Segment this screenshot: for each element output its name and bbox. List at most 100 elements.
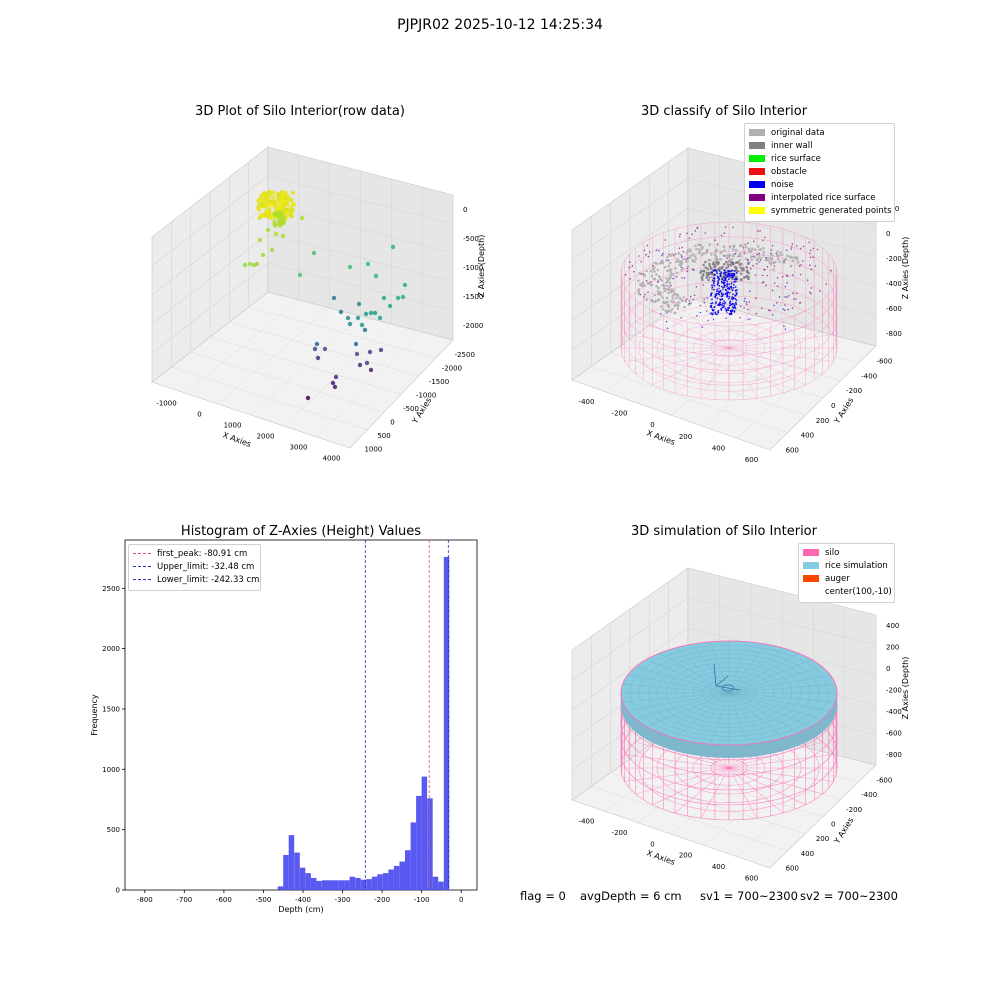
interp-point	[809, 264, 811, 267]
silo-spoke	[624, 767, 730, 782]
scatter-point	[256, 206, 262, 212]
noise-point	[723, 269, 725, 271]
scatter-point	[353, 341, 359, 347]
x-tick-label: 0	[459, 896, 463, 904]
noise-point	[724, 293, 727, 295]
original-point	[719, 258, 723, 261]
original-point	[665, 310, 668, 314]
x-tick-label: 3000	[290, 444, 308, 452]
interp-point	[809, 252, 811, 254]
interp-point	[761, 281, 764, 284]
noise-point	[731, 276, 734, 278]
y-tick-label: 2500	[102, 585, 120, 593]
original-point	[672, 289, 675, 293]
original-point	[669, 273, 673, 277]
original-point	[656, 268, 660, 272]
original-point	[675, 292, 678, 296]
noise-point	[728, 278, 730, 281]
y-tick-label: 600	[786, 447, 799, 455]
noise-point	[727, 273, 730, 276]
original-point	[713, 253, 717, 257]
inner-wall-point	[701, 278, 704, 282]
z-axis-label: Z Axies (Depth)	[477, 235, 486, 298]
inner-wall-point	[747, 275, 750, 279]
interp-point	[812, 247, 815, 250]
interp-point	[764, 236, 766, 239]
noise-point	[717, 309, 720, 312]
noise-point	[716, 283, 719, 286]
noise-point	[713, 280, 716, 282]
rice-mesh-spoke	[674, 647, 730, 694]
silo-spoke	[674, 767, 730, 814]
silo-spoke	[635, 321, 730, 349]
original-point	[672, 292, 676, 296]
x-tick-label: -400	[579, 398, 595, 406]
noise-point	[716, 272, 719, 275]
interp-point	[704, 232, 707, 234]
grid-line	[687, 237, 877, 287]
interp-point	[674, 253, 677, 255]
interp-point	[712, 318, 715, 321]
inner-wall-point	[706, 267, 709, 271]
noise-point	[688, 303, 691, 305]
noise-point	[726, 287, 729, 290]
legend-swatch	[749, 168, 765, 175]
noise-point	[732, 307, 735, 309]
histogram-bar	[277, 886, 284, 890]
interp-point	[731, 281, 733, 283]
interp-point	[746, 303, 748, 306]
grid-line	[736, 756, 845, 857]
noise-point	[730, 311, 733, 314]
interp-point	[738, 270, 740, 273]
original-point	[656, 299, 660, 302]
interp-point	[810, 292, 812, 295]
x-tick-label: -200	[374, 896, 390, 904]
noise-point	[721, 302, 724, 304]
silo-floor-ring	[638, 304, 820, 392]
original-point	[685, 251, 689, 255]
original-point	[673, 311, 677, 315]
original-point	[715, 255, 718, 259]
x-axis-label: Depth (cm)	[278, 905, 323, 914]
legend-auger: auger	[803, 573, 890, 586]
histogram-bar	[283, 855, 289, 890]
x-tick-label: -1000	[156, 400, 176, 408]
silo-spoke	[674, 347, 730, 394]
noise-point	[715, 301, 717, 303]
grid-line	[151, 233, 269, 325]
y-tick-label: -1000	[416, 391, 436, 399]
histogram-bar	[322, 880, 328, 890]
grid-line	[736, 337, 845, 439]
silo-spoke	[652, 767, 730, 806]
original-point	[671, 252, 674, 256]
histogram-bar	[294, 852, 300, 890]
interp-point	[798, 265, 801, 267]
original-point	[698, 250, 701, 253]
noise-point	[733, 310, 736, 312]
z-tick-label: -1500	[463, 293, 483, 301]
silo-floor-ring	[710, 339, 748, 357]
interp-point	[781, 275, 784, 278]
plot1-title: 3D Plot of Silo Interior(row data)	[195, 104, 405, 119]
scatter-point	[272, 221, 277, 226]
histogram-bar	[388, 869, 394, 890]
silo-spoke	[700, 767, 730, 819]
interp-point	[720, 234, 723, 237]
interp-point	[766, 266, 769, 268]
interp-point	[723, 232, 726, 234]
legend-swatch	[749, 129, 765, 136]
noise-point	[733, 284, 735, 286]
rice-mesh-spoke	[659, 692, 730, 733]
noise-point	[711, 298, 713, 301]
original-point	[688, 248, 692, 251]
original-point	[650, 274, 654, 278]
x-tick-label: 4000	[323, 455, 341, 463]
original-point	[643, 284, 646, 287]
noise-point	[734, 252, 737, 255]
auger-arm	[715, 685, 741, 691]
noise-point	[714, 296, 717, 299]
original-point	[667, 291, 670, 295]
noise-point	[709, 312, 711, 315]
noise-point	[672, 277, 674, 280]
noise-point	[713, 306, 715, 309]
